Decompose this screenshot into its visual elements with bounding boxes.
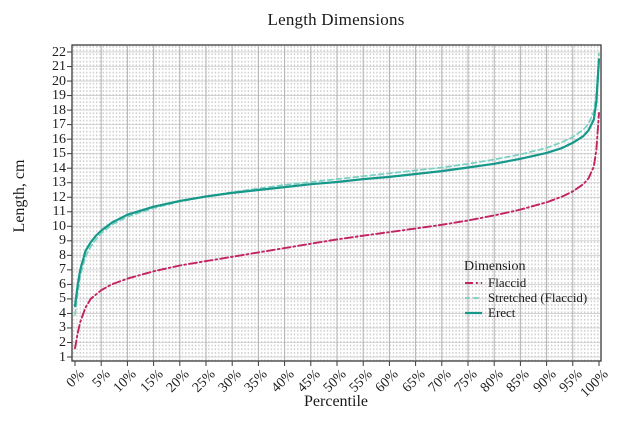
- legend-line-sample-icon: [465, 281, 482, 284]
- legend-item-label: Flaccid: [488, 274, 527, 290]
- chart-title: Length Dimensions: [267, 10, 405, 29]
- legend-item-label: Erect: [488, 304, 516, 320]
- legend-item: Stretched (Flaccid): [464, 290, 587, 305]
- legend-item: Flaccid: [464, 275, 587, 290]
- legend-line-sample-icon: [465, 296, 482, 299]
- legend-item: Erect: [464, 305, 587, 320]
- legend-title: Dimension: [464, 259, 526, 274]
- x-axis-title: Percentile: [304, 393, 368, 410]
- series-curve-erect: [73, 58, 601, 308]
- legend-item-label: Stretched (Flaccid): [488, 289, 588, 305]
- legend-items: Flaccid Stretched (Flaccid) Erect: [464, 275, 587, 320]
- y-axis-title: Length, cm: [11, 159, 28, 233]
- legend-line-sample-icon: [465, 311, 482, 314]
- series-curve-stretched-flaccid-: [74, 52, 600, 316]
- legend: Dimension Flaccid Stretched (Flaccid) Erec…: [464, 259, 587, 320]
- series-curve-flaccid: [74, 112, 600, 350]
